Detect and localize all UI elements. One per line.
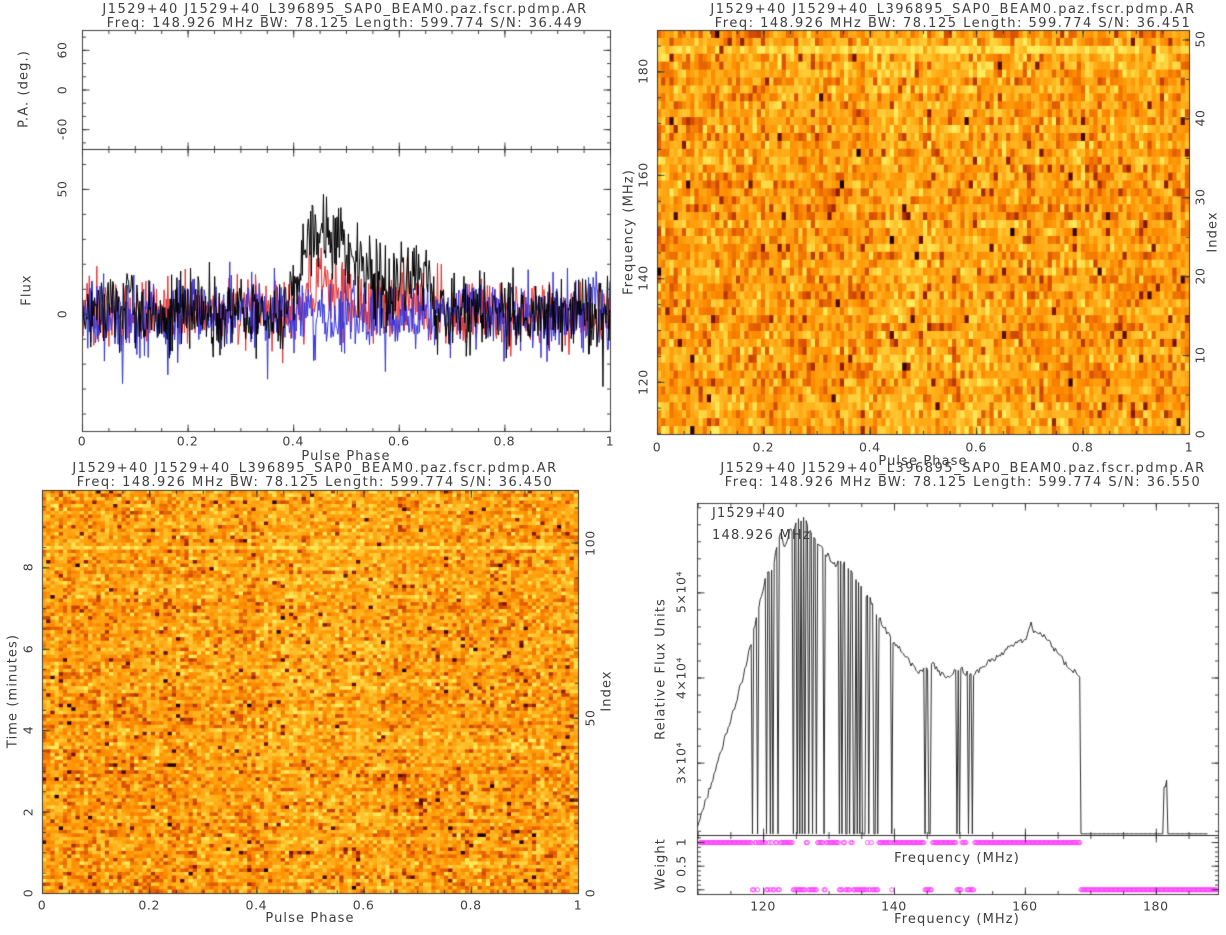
plots-canvas	[0, 0, 1226, 935]
pdmp-diagnostic-page: J1529+40 J1529+40_L396895_SAP0_BEAM0.paz…	[0, 0, 1226, 935]
